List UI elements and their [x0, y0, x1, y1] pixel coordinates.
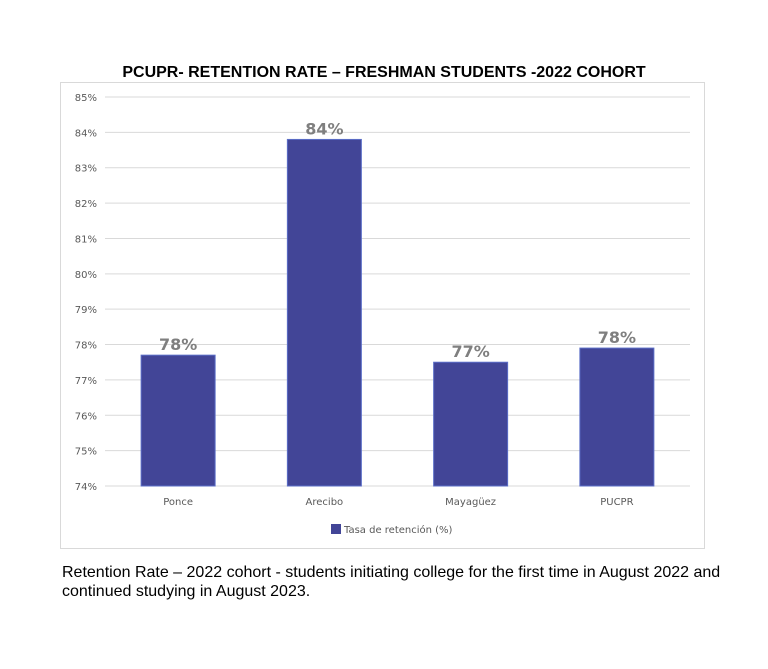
y-tick-label: 83%	[75, 164, 97, 175]
chart-caption: Retention Rate – 2022 cohort - students …	[62, 564, 721, 600]
x-tick-label: Ponce	[163, 497, 193, 508]
y-tick-label: 81%	[75, 234, 97, 245]
x-tick-label: Mayagüez	[445, 497, 496, 508]
x-tick-label: Arecibo	[306, 497, 344, 508]
y-tick-label: 78%	[75, 341, 97, 352]
y-tick-label: 84%	[75, 128, 97, 139]
y-tick-label: 85%	[75, 93, 97, 104]
data-label: 78%	[159, 335, 197, 354]
chart-title: PCUPR- RETENTION RATE – FRESHMAN STUDENT…	[122, 64, 646, 81]
bar	[579, 347, 655, 487]
y-tick-label: 76%	[75, 411, 97, 422]
y-tick-label: 77%	[75, 376, 97, 387]
y-tick-label: 82%	[75, 199, 97, 210]
legend-swatch	[331, 524, 341, 534]
bar	[286, 138, 362, 487]
bar	[140, 354, 216, 487]
legend-label: Tasa de retención (%)	[343, 524, 453, 536]
y-tick-label: 80%	[75, 270, 97, 281]
data-label: 78%	[598, 328, 636, 347]
y-tick-label: 74%	[75, 482, 97, 493]
y-tick-label: 79%	[75, 305, 97, 316]
bar	[433, 361, 509, 487]
data-label: 77%	[451, 342, 489, 361]
y-tick-label: 75%	[75, 447, 97, 458]
x-tick-label: PUCPR	[600, 497, 633, 508]
data-label: 84%	[305, 119, 343, 138]
